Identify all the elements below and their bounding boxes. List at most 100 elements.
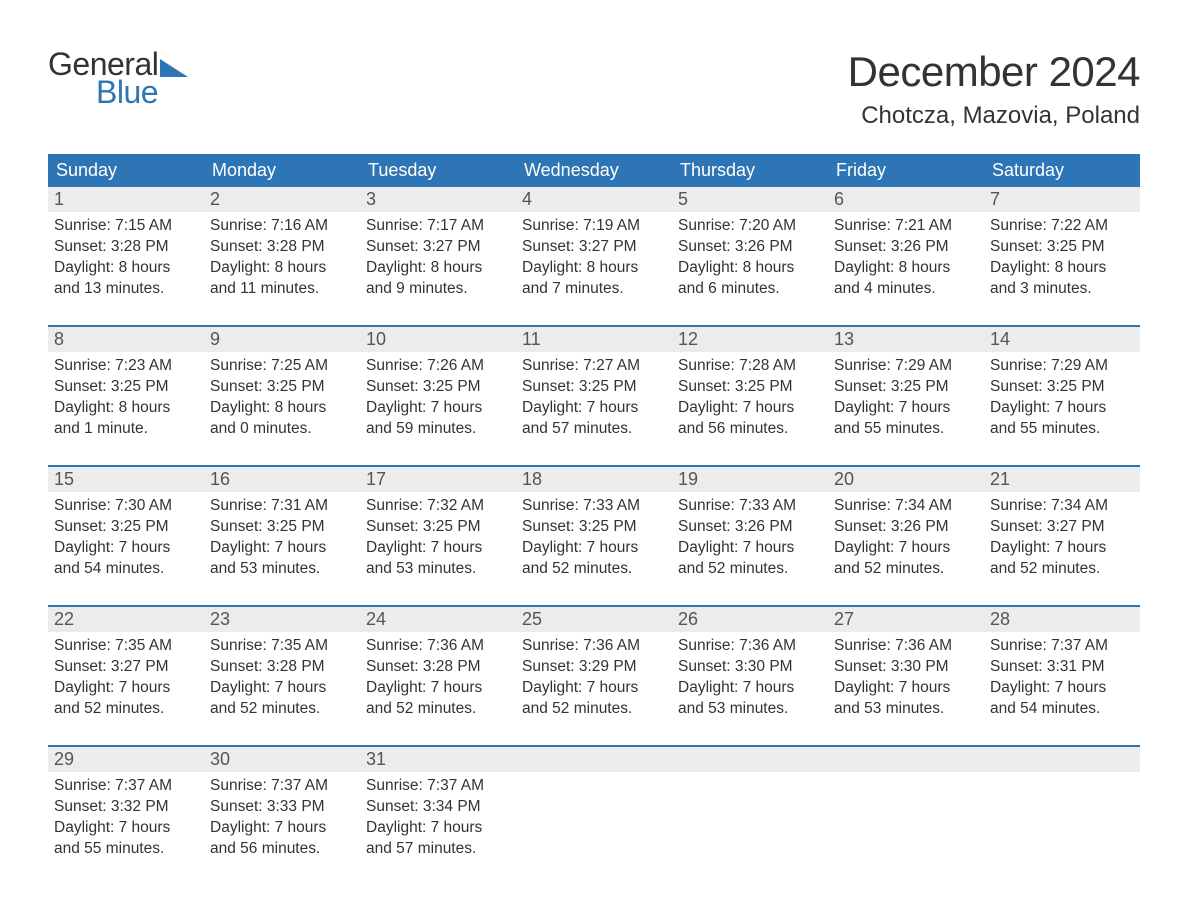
sunrise-line: Sunrise: 7:36 AM: [522, 636, 666, 657]
day-cell: 21Sunrise: 7:34 AMSunset: 3:27 PMDayligh…: [984, 467, 1140, 587]
daylight-line-1: Daylight: 7 hours: [366, 398, 510, 419]
month-title: December 2024: [848, 48, 1140, 96]
day-number: 1: [48, 187, 204, 212]
daylight-line-2: and 9 minutes.: [366, 279, 510, 300]
logo-word-blue: Blue: [96, 76, 188, 108]
daylight-line-2: and 3 minutes.: [990, 279, 1134, 300]
day-content: Sunrise: 7:16 AMSunset: 3:28 PMDaylight:…: [204, 212, 360, 304]
sunset-line: Sunset: 3:28 PM: [366, 657, 510, 678]
daylight-line-1: Daylight: 8 hours: [210, 398, 354, 419]
daylight-line-2: and 55 minutes.: [834, 419, 978, 440]
daylight-line-2: and 55 minutes.: [54, 839, 198, 860]
sunset-line: Sunset: 3:33 PM: [210, 797, 354, 818]
day-number: 9: [204, 327, 360, 352]
sunrise-line: Sunrise: 7:37 AM: [990, 636, 1134, 657]
sunset-line: Sunset: 3:25 PM: [54, 377, 198, 398]
sunrise-line: Sunrise: 7:36 AM: [834, 636, 978, 657]
daylight-line-1: Daylight: 8 hours: [990, 258, 1134, 279]
daylight-line-1: Daylight: 8 hours: [54, 258, 198, 279]
sunrise-line: Sunrise: 7:21 AM: [834, 216, 978, 237]
day-number: 20: [828, 467, 984, 492]
day-content: Sunrise: 7:29 AMSunset: 3:25 PMDaylight:…: [984, 352, 1140, 444]
day-cell: 23Sunrise: 7:35 AMSunset: 3:28 PMDayligh…: [204, 607, 360, 727]
day-number: 31: [360, 747, 516, 772]
sunrise-line: Sunrise: 7:36 AM: [678, 636, 822, 657]
weekday-header: Monday: [204, 154, 360, 187]
weekday-header: Sunday: [48, 154, 204, 187]
sunset-line: Sunset: 3:25 PM: [990, 237, 1134, 258]
daylight-line-2: and 0 minutes.: [210, 419, 354, 440]
day-content: Sunrise: 7:20 AMSunset: 3:26 PMDaylight:…: [672, 212, 828, 304]
day-cell: 30Sunrise: 7:37 AMSunset: 3:33 PMDayligh…: [204, 747, 360, 867]
day-cell: 17Sunrise: 7:32 AMSunset: 3:25 PMDayligh…: [360, 467, 516, 587]
day-number-empty: [984, 747, 1140, 772]
daylight-line-1: Daylight: 8 hours: [210, 258, 354, 279]
day-number: 22: [48, 607, 204, 632]
day-number: 8: [48, 327, 204, 352]
day-number: 16: [204, 467, 360, 492]
day-number: 24: [360, 607, 516, 632]
sunrise-line: Sunrise: 7:34 AM: [834, 496, 978, 517]
sunset-line: Sunset: 3:26 PM: [678, 237, 822, 258]
daylight-line-1: Daylight: 7 hours: [210, 818, 354, 839]
day-number-empty: [516, 747, 672, 772]
day-content: Sunrise: 7:36 AMSunset: 3:30 PMDaylight:…: [672, 632, 828, 724]
daylight-line-2: and 59 minutes.: [366, 419, 510, 440]
day-cell: 24Sunrise: 7:36 AMSunset: 3:28 PMDayligh…: [360, 607, 516, 727]
sunset-line: Sunset: 3:28 PM: [210, 237, 354, 258]
daylight-line-1: Daylight: 7 hours: [678, 538, 822, 559]
daylight-line-2: and 52 minutes.: [522, 559, 666, 580]
day-cell: 13Sunrise: 7:29 AMSunset: 3:25 PMDayligh…: [828, 327, 984, 447]
sunrise-line: Sunrise: 7:16 AM: [210, 216, 354, 237]
daylight-line-1: Daylight: 7 hours: [522, 678, 666, 699]
sunrise-line: Sunrise: 7:20 AM: [678, 216, 822, 237]
day-number: 5: [672, 187, 828, 212]
day-number: 15: [48, 467, 204, 492]
sunrise-line: Sunrise: 7:37 AM: [366, 776, 510, 797]
day-content: Sunrise: 7:25 AMSunset: 3:25 PMDaylight:…: [204, 352, 360, 444]
daylight-line-2: and 52 minutes.: [366, 699, 510, 720]
sunset-line: Sunset: 3:26 PM: [834, 237, 978, 258]
daylight-line-2: and 52 minutes.: [678, 559, 822, 580]
daylight-line-2: and 52 minutes.: [210, 699, 354, 720]
sunset-line: Sunset: 3:25 PM: [522, 517, 666, 538]
day-cell: [516, 747, 672, 867]
daylight-line-1: Daylight: 7 hours: [366, 818, 510, 839]
daylight-line-1: Daylight: 7 hours: [54, 538, 198, 559]
daylight-line-1: Daylight: 7 hours: [678, 678, 822, 699]
day-content: Sunrise: 7:37 AMSunset: 3:32 PMDaylight:…: [48, 772, 204, 864]
day-content: Sunrise: 7:36 AMSunset: 3:28 PMDaylight:…: [360, 632, 516, 724]
daylight-line-2: and 53 minutes.: [366, 559, 510, 580]
sunset-line: Sunset: 3:25 PM: [210, 517, 354, 538]
calendar-body: 1Sunrise: 7:15 AMSunset: 3:28 PMDaylight…: [48, 187, 1140, 867]
day-cell: 25Sunrise: 7:36 AMSunset: 3:29 PMDayligh…: [516, 607, 672, 727]
sunrise-line: Sunrise: 7:17 AM: [366, 216, 510, 237]
day-number: 4: [516, 187, 672, 212]
sunrise-line: Sunrise: 7:15 AM: [54, 216, 198, 237]
daylight-line-2: and 11 minutes.: [210, 279, 354, 300]
daylight-line-1: Daylight: 8 hours: [522, 258, 666, 279]
page-header: General Blue December 2024 Chotcza, Mazo…: [48, 48, 1140, 130]
sunrise-line: Sunrise: 7:26 AM: [366, 356, 510, 377]
daylight-line-1: Daylight: 7 hours: [990, 538, 1134, 559]
daylight-line-2: and 57 minutes.: [366, 839, 510, 860]
week-row: 22Sunrise: 7:35 AMSunset: 3:27 PMDayligh…: [48, 605, 1140, 727]
day-content: Sunrise: 7:37 AMSunset: 3:33 PMDaylight:…: [204, 772, 360, 864]
day-content: Sunrise: 7:35 AMSunset: 3:28 PMDaylight:…: [204, 632, 360, 724]
sunset-line: Sunset: 3:30 PM: [834, 657, 978, 678]
sunset-line: Sunset: 3:25 PM: [990, 377, 1134, 398]
day-cell: 20Sunrise: 7:34 AMSunset: 3:26 PMDayligh…: [828, 467, 984, 587]
daylight-line-2: and 57 minutes.: [522, 419, 666, 440]
daylight-line-2: and 6 minutes.: [678, 279, 822, 300]
sunrise-line: Sunrise: 7:19 AM: [522, 216, 666, 237]
day-number: 10: [360, 327, 516, 352]
calendar: SundayMondayTuesdayWednesdayThursdayFrid…: [48, 154, 1140, 867]
sunrise-line: Sunrise: 7:28 AM: [678, 356, 822, 377]
sunrise-line: Sunrise: 7:32 AM: [366, 496, 510, 517]
sunrise-line: Sunrise: 7:35 AM: [54, 636, 198, 657]
day-content: Sunrise: 7:34 AMSunset: 3:26 PMDaylight:…: [828, 492, 984, 584]
daylight-line-1: Daylight: 7 hours: [210, 538, 354, 559]
day-number: 23: [204, 607, 360, 632]
day-content: Sunrise: 7:15 AMSunset: 3:28 PMDaylight:…: [48, 212, 204, 304]
sunset-line: Sunset: 3:29 PM: [522, 657, 666, 678]
